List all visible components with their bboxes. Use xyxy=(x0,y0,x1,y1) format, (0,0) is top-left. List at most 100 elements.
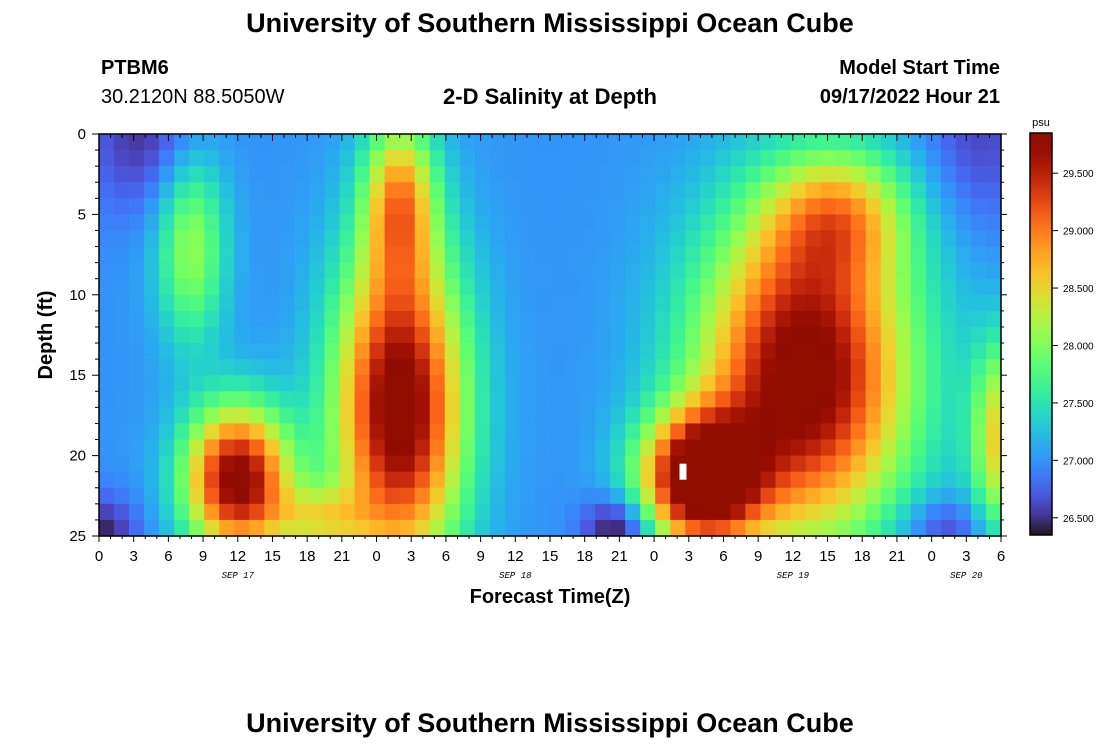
heatmap-cell xyxy=(474,326,491,344)
x-tick-label: 3 xyxy=(685,548,693,565)
heatmap-cell xyxy=(264,326,280,344)
heatmap-cell xyxy=(519,150,536,167)
heatmap-cell xyxy=(459,182,476,199)
heatmap-cell xyxy=(129,423,145,441)
heatmap-cell xyxy=(189,166,205,183)
heatmap-cell xyxy=(700,359,716,376)
heatmap-cell xyxy=(429,391,446,408)
heatmap-cell xyxy=(99,503,115,521)
heatmap-cell xyxy=(204,310,220,328)
heatmap-cell xyxy=(850,487,867,505)
heatmap-cell xyxy=(790,198,807,215)
heatmap-cell xyxy=(144,214,160,232)
heatmap-cell xyxy=(519,214,536,232)
heatmap-cell xyxy=(264,230,280,248)
heatmap-cell xyxy=(429,503,446,521)
heatmap-cell xyxy=(595,278,611,296)
heatmap-cell xyxy=(534,471,551,489)
heatmap-cell xyxy=(730,455,747,473)
heatmap-cell xyxy=(534,391,551,408)
heatmap-cell xyxy=(820,471,837,489)
heatmap-cell xyxy=(204,375,220,392)
heatmap-cell xyxy=(309,214,326,232)
heatmap-cell xyxy=(204,407,220,425)
heatmap-cell xyxy=(489,503,506,521)
heatmap-cell xyxy=(655,503,671,521)
heatmap-cell xyxy=(294,471,311,489)
heatmap-cell xyxy=(745,246,762,264)
heatmap-cell xyxy=(384,134,401,151)
x-tick-label: 0 xyxy=(372,548,380,565)
heatmap-cell xyxy=(489,455,506,473)
heatmap-cell xyxy=(354,391,371,408)
heatmap-cell xyxy=(625,391,641,408)
heatmap-cell xyxy=(534,294,551,312)
heatmap-cell xyxy=(610,503,626,521)
heatmap-cell xyxy=(925,278,942,296)
heatmap-cell xyxy=(459,278,476,296)
heatmap-cell xyxy=(985,455,1002,473)
heatmap-cell xyxy=(219,375,235,392)
heatmap-cell xyxy=(534,343,551,360)
heatmap-cell xyxy=(700,391,716,408)
heatmap-cell xyxy=(204,439,220,457)
heatmap-cell xyxy=(414,391,431,408)
heatmap-cell xyxy=(144,487,160,505)
heatmap-cell xyxy=(565,343,581,360)
x-axis-label: Forecast Time(Z) xyxy=(470,586,631,608)
heatmap-cell xyxy=(219,326,235,344)
heatmap-cell xyxy=(970,503,987,521)
heatmap-cell xyxy=(670,503,686,521)
heatmap-cell xyxy=(384,375,401,392)
heatmap-cell xyxy=(805,407,822,425)
heatmap-cell xyxy=(970,343,987,360)
heatmap-cell xyxy=(99,182,115,199)
heatmap-cell xyxy=(865,310,882,328)
heatmap-cell xyxy=(895,343,912,360)
heatmap-cell xyxy=(354,343,371,360)
heatmap-cell xyxy=(685,182,701,199)
heatmap-cell xyxy=(279,375,296,392)
heatmap-cell xyxy=(279,214,296,232)
heatmap-cell xyxy=(685,166,701,183)
heatmap-cell xyxy=(865,294,882,312)
heatmap-cell xyxy=(174,503,190,521)
heatmap-cell xyxy=(775,503,792,521)
heatmap-cell xyxy=(970,375,987,392)
heatmap-cell xyxy=(414,519,431,537)
heatmap-cell xyxy=(474,375,491,392)
heatmap-cell xyxy=(474,407,491,425)
heatmap-cell xyxy=(730,471,747,489)
heatmap-cell xyxy=(459,519,476,537)
heatmap-cell xyxy=(189,343,205,360)
heatmap-cell xyxy=(940,503,957,521)
heatmap-cell xyxy=(850,423,867,441)
heatmap-cell xyxy=(670,214,686,232)
heatmap-cell xyxy=(459,198,476,215)
heatmap-cell xyxy=(534,455,551,473)
heatmap-cell xyxy=(234,407,250,425)
heatmap-cell xyxy=(640,182,656,199)
heatmap-cell xyxy=(234,230,250,248)
heatmap-cell xyxy=(489,407,506,425)
heatmap-cell xyxy=(354,326,371,344)
heatmap-cell xyxy=(955,278,972,296)
colorbar-tick-label: 29.500 xyxy=(1063,169,1094,180)
heatmap-cell xyxy=(294,278,311,296)
heatmap-cell xyxy=(790,294,807,312)
heatmap-cell xyxy=(459,326,476,344)
heatmap-cell xyxy=(745,278,762,296)
heatmap-cell xyxy=(880,359,897,376)
heatmap-cell xyxy=(339,294,356,312)
heatmap-cell xyxy=(700,294,716,312)
heatmap-cell xyxy=(159,519,175,537)
heatmap-cell xyxy=(174,214,190,232)
heatmap-cell xyxy=(745,455,762,473)
heatmap-cell xyxy=(249,487,265,505)
heatmap-cell xyxy=(955,343,972,360)
heatmap-cell xyxy=(865,166,882,183)
heatmap-cell xyxy=(114,407,130,425)
heatmap-cell xyxy=(715,407,731,425)
heatmap-cell xyxy=(114,326,130,344)
heatmap-cell xyxy=(219,423,235,441)
